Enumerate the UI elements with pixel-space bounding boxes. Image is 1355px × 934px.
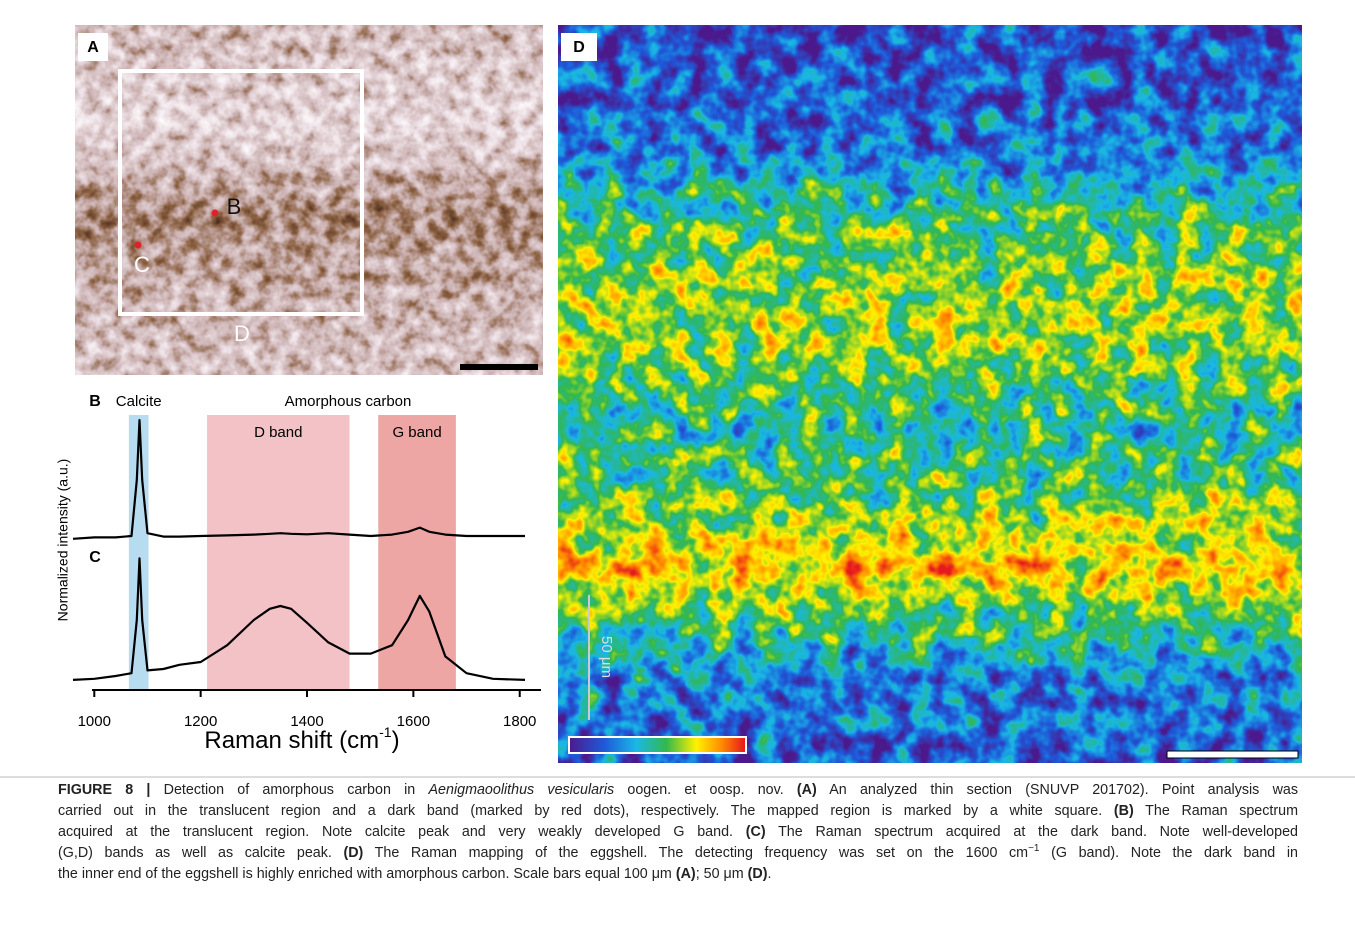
caption-text: (D) bbox=[748, 866, 768, 882]
caption-text: The Raman mapping of the eggshell. The d… bbox=[363, 845, 1028, 861]
red-dot bbox=[135, 242, 142, 249]
caption-text: FIGURE 8 | bbox=[58, 782, 150, 798]
band bbox=[378, 415, 456, 690]
colorbar bbox=[569, 737, 746, 753]
caption-text: The Raman spectrum bbox=[1134, 803, 1298, 819]
caption-text: ; 50 μm bbox=[696, 866, 748, 882]
raman-map bbox=[558, 25, 1302, 763]
caption-text: Detection of amorphous carbon in bbox=[150, 782, 428, 798]
panel-label: A bbox=[87, 39, 99, 56]
x-axis-label-end: ) bbox=[392, 727, 400, 754]
x-tick-label: 1400 bbox=[290, 713, 323, 730]
scale-bar bbox=[460, 364, 538, 370]
x-tick-label: 1000 bbox=[78, 713, 111, 730]
x-axis-label-text: Raman shift (cm bbox=[204, 727, 379, 754]
caption-text: An analyzed thin section (SNUVP 201702).… bbox=[817, 782, 1298, 798]
caption-text: Aenigmaoolithus vesicularis bbox=[429, 782, 615, 798]
y-axis-label: Normalized intensity (a.u.) bbox=[55, 459, 71, 622]
scale-label: 50 μm bbox=[598, 636, 615, 678]
series-label: B bbox=[89, 393, 101, 410]
caption-text: (B) bbox=[1114, 803, 1134, 819]
caption-text: . bbox=[768, 866, 772, 882]
caption-text: oogen. et oosp. nov. bbox=[614, 782, 797, 798]
band-label: Calcite bbox=[116, 393, 162, 410]
caption-line: acquired at the translucent region. Note… bbox=[58, 822, 1298, 843]
band-label: G band bbox=[392, 424, 441, 441]
caption-line: (G,D) bands as well as calcite peak. (D)… bbox=[58, 843, 1298, 864]
page: {"panels": {"A": {"label": "A", "markers… bbox=[0, 0, 1355, 934]
band bbox=[207, 415, 350, 690]
caption-text: (A) bbox=[797, 782, 817, 798]
x-axis-label-sup: -1 bbox=[379, 724, 392, 740]
red-dot bbox=[212, 210, 219, 217]
caption-line: the inner end of the eggshell is highly … bbox=[58, 864, 1298, 885]
caption-text: −1 bbox=[1028, 843, 1039, 854]
caption-text: (G,D) bands as well as calcite peak. bbox=[58, 845, 343, 861]
band-label: D band bbox=[254, 424, 302, 441]
caption-line: carried out in the translucent region an… bbox=[58, 801, 1298, 822]
caption-text: (C) bbox=[746, 824, 766, 840]
caption: FIGURE 8 | Detection of amorphous carbon… bbox=[58, 780, 1298, 885]
series-label: C bbox=[89, 549, 101, 566]
caption-line: FIGURE 8 | Detection of amorphous carbon… bbox=[58, 780, 1298, 801]
group-label: Amorphous carbon bbox=[285, 393, 412, 410]
marker-label: C bbox=[134, 252, 150, 277]
marker-label: D bbox=[234, 321, 250, 346]
x-tick-label: 1800 bbox=[503, 713, 536, 730]
micrograph bbox=[75, 25, 543, 375]
caption-text: (D) bbox=[343, 845, 363, 861]
caption-text: (A) bbox=[676, 866, 696, 882]
caption-text: acquired at the translucent region. Note… bbox=[58, 824, 746, 840]
panel-label: D bbox=[573, 39, 585, 56]
x-tick-label: 1600 bbox=[397, 713, 430, 730]
figure: A B C D D 50 μm Raman shift (cm-1) Norma… bbox=[0, 0, 1355, 780]
caption-text: (G band). Note the dark band in bbox=[1040, 845, 1299, 861]
caption-text: the inner end of the eggshell is highly … bbox=[58, 866, 676, 882]
scale-bar bbox=[1167, 751, 1298, 758]
x-tick-label: 1200 bbox=[184, 713, 217, 730]
caption-text: carried out in the translucent region an… bbox=[58, 803, 1114, 819]
marker-label: B bbox=[227, 194, 242, 219]
caption-text: The Raman spectrum acquired at the dark … bbox=[766, 824, 1298, 840]
